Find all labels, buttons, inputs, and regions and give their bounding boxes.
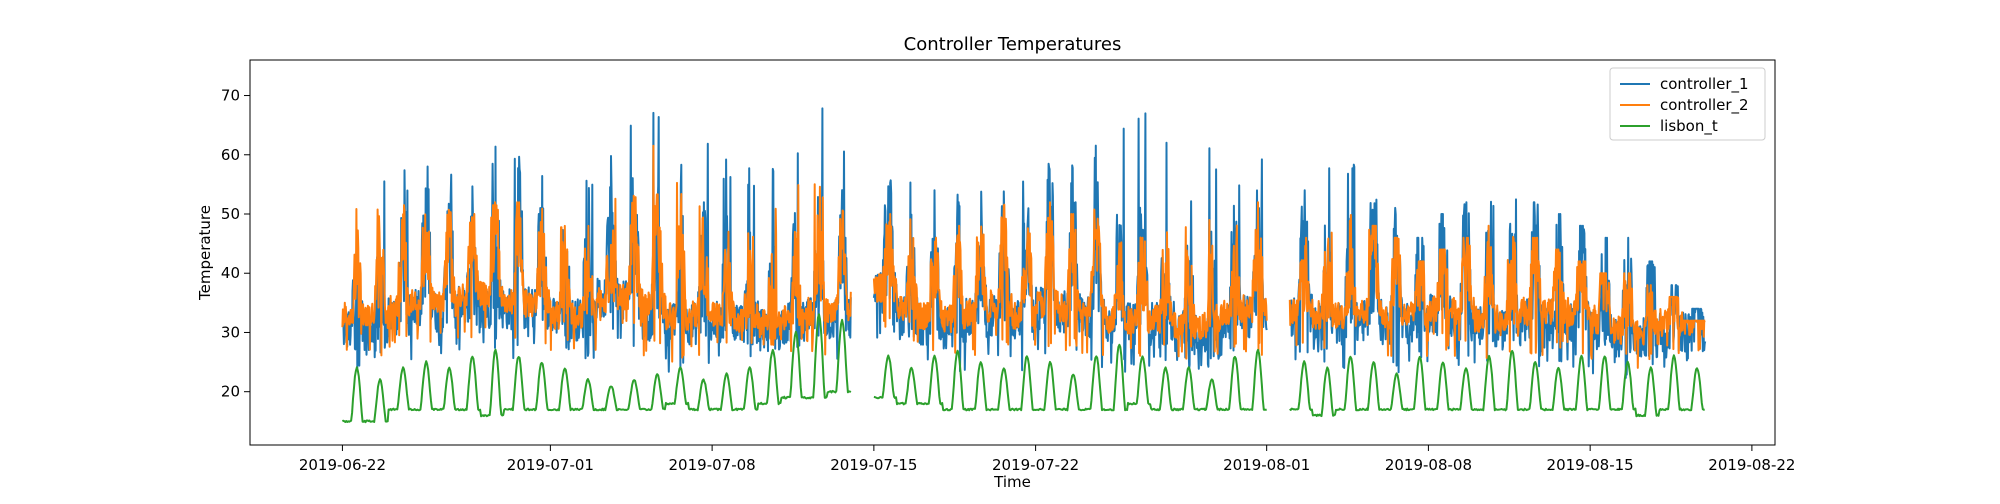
y-tick-label: 40 bbox=[221, 264, 240, 282]
y-tick-label: 20 bbox=[221, 383, 240, 401]
legend-label: lisbon_t bbox=[1660, 117, 1718, 136]
x-tick-label: 2019-07-22 bbox=[992, 456, 1079, 474]
x-axis-ticks: 2019-06-22 2019-07-01 2019-07-08 2019-07-15… bbox=[299, 445, 1795, 474]
y-tick-label: 30 bbox=[221, 323, 240, 341]
legend-label: controller_2 bbox=[1660, 96, 1749, 115]
y-tick-label: 60 bbox=[221, 146, 240, 164]
series-line-controller_1 bbox=[341, 107, 1707, 379]
y-tick-label: 70 bbox=[221, 87, 240, 105]
x-tick-label: 2019-07-01 bbox=[507, 456, 594, 474]
y-axis-ticks: 20 30 40 50 60 70 bbox=[221, 87, 250, 401]
legend-label: controller_1 bbox=[1660, 75, 1749, 94]
x-tick-label: 2019-08-08 bbox=[1385, 456, 1472, 474]
x-tick-label: 2019-08-15 bbox=[1547, 456, 1634, 474]
series-line-controller_2 bbox=[341, 144, 1706, 369]
y-axis-label: Temperature bbox=[196, 205, 214, 301]
legend: controller_1 controller_2 lisbon_t bbox=[1609, 67, 1766, 141]
series-line-lisbon_t bbox=[341, 313, 1705, 424]
legend-box bbox=[1609, 67, 1766, 141]
x-tick-label: 2019-08-01 bbox=[1223, 456, 1310, 474]
x-tick-label: 2019-07-08 bbox=[669, 456, 756, 474]
x-tick-label: 2019-07-15 bbox=[830, 456, 917, 474]
plot-frame bbox=[249, 59, 1776, 446]
y-tick-label: 50 bbox=[221, 205, 240, 223]
x-tick-label: 2019-08-22 bbox=[1708, 456, 1795, 474]
series-lines bbox=[341, 107, 1707, 424]
x-tick-label: 2019-06-22 bbox=[299, 456, 386, 474]
chart-title: Controller Temperatures bbox=[904, 34, 1122, 55]
x-axis-label: Time bbox=[993, 473, 1031, 491]
